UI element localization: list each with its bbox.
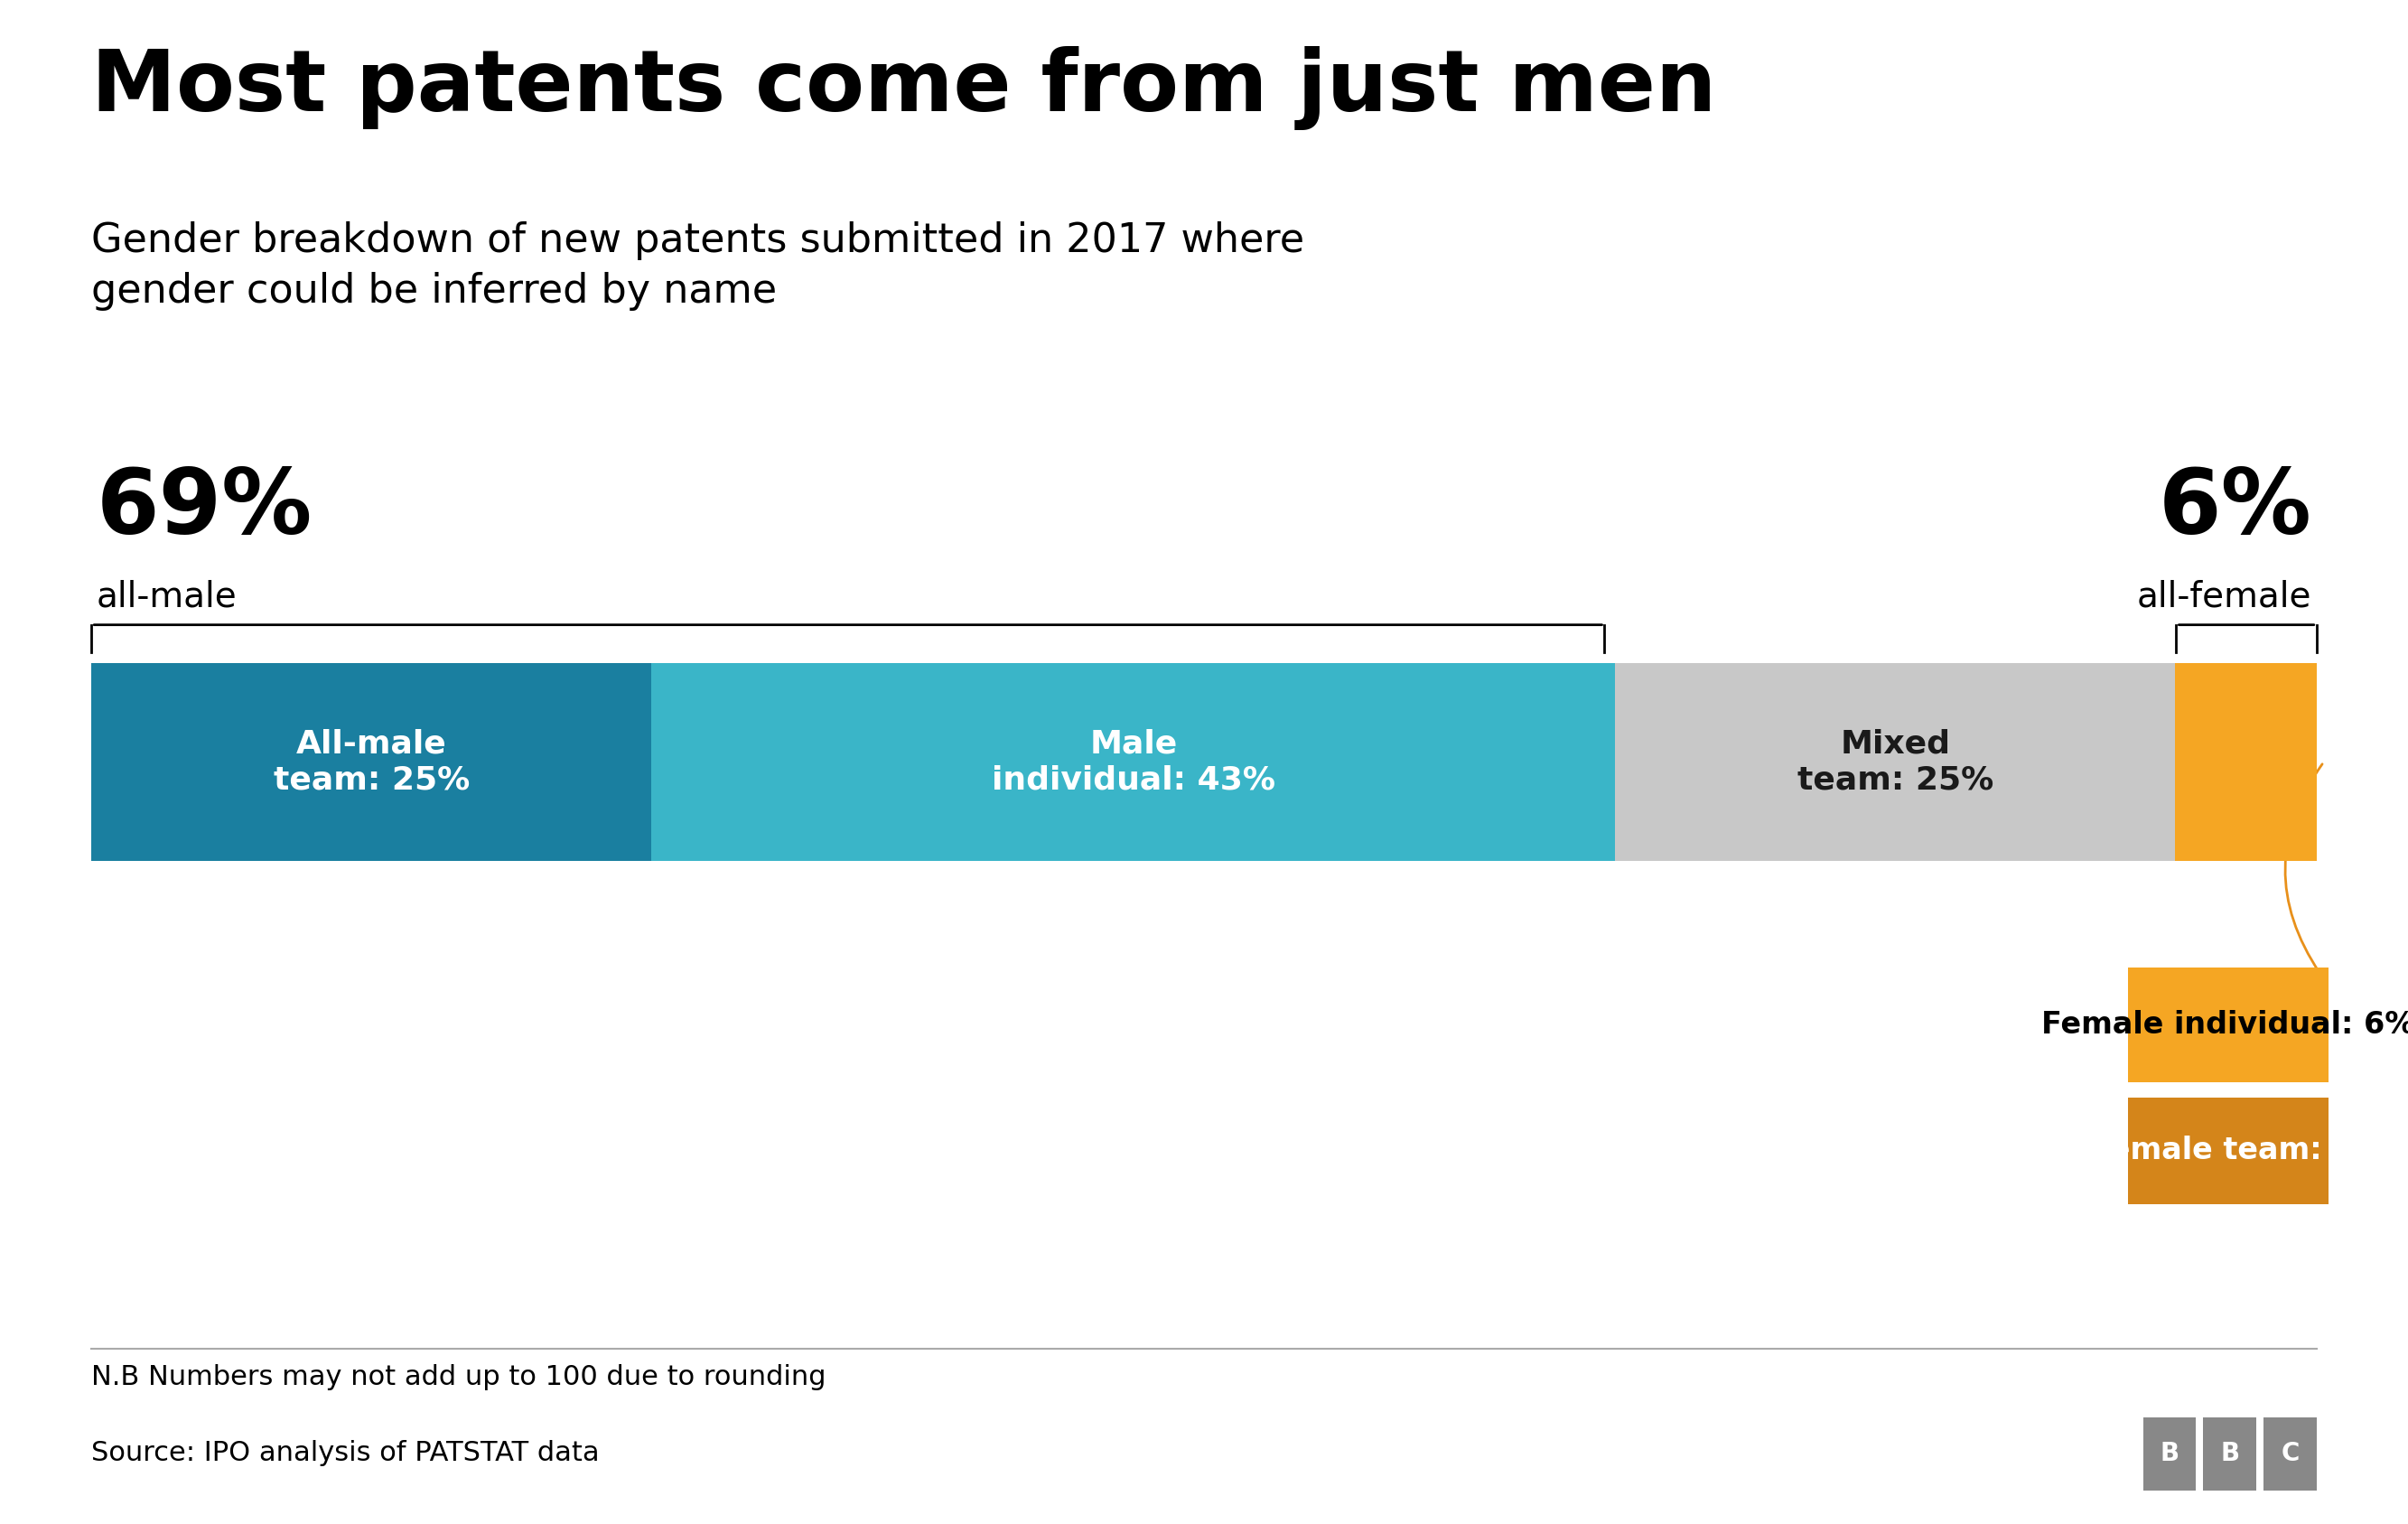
Text: 69%: 69% [96,465,313,552]
Text: N.B Numbers may not add up to 100 due to rounding: N.B Numbers may not add up to 100 due to… [92,1364,826,1390]
Text: Male
individual: 43%: Male individual: 43% [992,728,1276,796]
Text: Female individual: 6%: Female individual: 6% [2042,1010,2408,1039]
Text: Mixed
team: 25%: Mixed team: 25% [1796,728,1994,796]
Text: B: B [2160,1442,2179,1466]
Text: Most patents come from just men: Most patents come from just men [92,46,1717,130]
Text: 6%: 6% [2158,465,2312,552]
Text: all-male: all-male [96,579,236,614]
Text: Gender breakdown of new patents submitted in 2017 where
gender could be inferred: Gender breakdown of new patents submitte… [92,221,1305,311]
Text: Source: IPO analysis of PATSTAT data: Source: IPO analysis of PATSTAT data [92,1440,600,1466]
Text: B: B [2220,1442,2239,1466]
Text: All-female team: 0.3%: All-female team: 0.3% [2040,1135,2408,1166]
Text: all-female: all-female [2136,579,2312,614]
Text: C: C [2280,1442,2300,1466]
Text: All-male
team: 25%: All-male team: 25% [275,728,470,796]
